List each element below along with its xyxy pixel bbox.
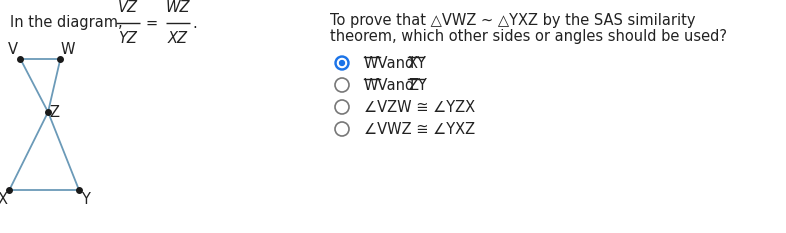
Text: YZ: YZ	[119, 31, 138, 46]
Text: ZY: ZY	[408, 78, 427, 93]
Text: XY: XY	[408, 55, 427, 71]
Text: W: W	[60, 42, 75, 57]
Text: theorem, which other sides or angles should be used?: theorem, which other sides or angles sho…	[330, 28, 727, 44]
Text: X: X	[0, 192, 8, 206]
Text: .: .	[192, 16, 196, 31]
Circle shape	[335, 56, 349, 70]
Text: Y: Y	[82, 192, 90, 206]
Text: In the diagram,: In the diagram,	[10, 16, 123, 31]
Text: V: V	[9, 42, 18, 57]
Text: ∠VWZ ≅ ∠YXZ: ∠VWZ ≅ ∠YXZ	[364, 121, 475, 137]
Text: XZ: XZ	[168, 31, 188, 46]
Circle shape	[340, 61, 344, 65]
Text: WV: WV	[364, 55, 388, 71]
Text: and: and	[382, 78, 419, 93]
Text: and: and	[382, 55, 419, 71]
Text: To prove that △VWZ ~ △YXZ by the SAS similarity: To prove that △VWZ ~ △YXZ by the SAS sim…	[330, 13, 696, 27]
Text: Z: Z	[50, 105, 60, 120]
Circle shape	[337, 58, 347, 68]
Text: WV: WV	[364, 78, 388, 93]
Text: VZ: VZ	[118, 0, 138, 15]
Text: WZ: WZ	[166, 0, 190, 15]
Text: ∠VZW ≅ ∠YZX: ∠VZW ≅ ∠YZX	[364, 99, 475, 114]
Text: =: =	[146, 16, 158, 31]
